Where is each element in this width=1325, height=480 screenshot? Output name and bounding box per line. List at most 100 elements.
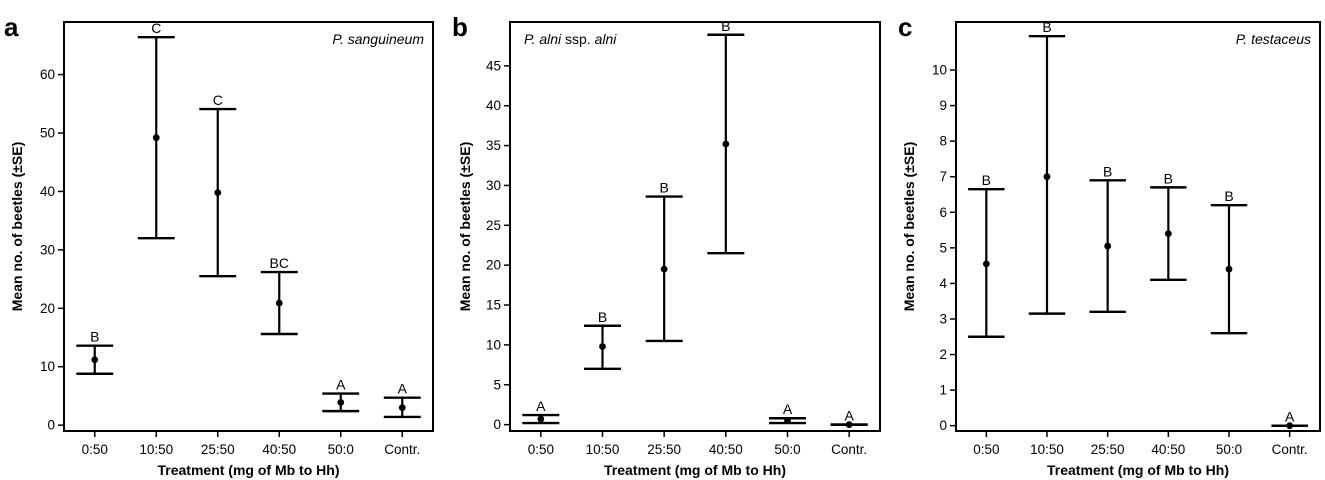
- x-tick-label: 0:50: [973, 442, 999, 457]
- significance-letter: A: [844, 408, 854, 424]
- mean-point: [398, 404, 406, 412]
- y-tick-label: 6: [939, 205, 947, 220]
- significance-letter: B: [1103, 163, 1112, 179]
- mean-point: [275, 299, 283, 307]
- panel-letter: c: [898, 12, 912, 42]
- significance-letter: B: [659, 180, 668, 196]
- y-tick-label: 35: [486, 138, 501, 153]
- x-tick-label: 40:50: [262, 442, 296, 457]
- y-tick-label: 10: [40, 359, 55, 374]
- y-axis-title: Mean no. of beetles (±SE): [457, 142, 473, 311]
- x-tick-label: 0:50: [82, 442, 108, 457]
- significance-letter: A: [536, 398, 546, 414]
- panel-letter: a: [4, 12, 19, 42]
- x-axis-title: Treatment (mg of Mb to Hh): [158, 462, 340, 478]
- mean-point: [537, 415, 545, 423]
- x-tick-label: 50:0: [328, 442, 354, 457]
- mean-point: [1286, 422, 1294, 430]
- y-tick-label: 0: [47, 418, 55, 433]
- plot-frame: [63, 21, 434, 432]
- y-tick-label: 4: [939, 276, 947, 291]
- panel-c: c P. testaceus 0 1 2 3 4 5 6 7 8 9 10 0:50 10:50 25:50 4…: [898, 12, 1321, 478]
- mean-point: [1043, 173, 1051, 181]
- mean-point: [1104, 242, 1112, 250]
- mean-point: [91, 356, 99, 364]
- x-axis-title: Treatment (mg of Mb to Hh): [604, 462, 786, 478]
- significance-letter: B: [721, 18, 730, 34]
- y-tick-label: 5: [939, 240, 947, 255]
- y-tick-label: 10: [932, 63, 947, 78]
- y-tick-label: 40: [486, 98, 501, 113]
- x-tick-label: 10:50: [1030, 442, 1064, 457]
- y-tick-label: 60: [40, 67, 55, 82]
- y-tick-label: 0: [493, 417, 501, 432]
- y-tick-label: 2: [939, 347, 947, 362]
- y-tick-label: 45: [486, 58, 501, 73]
- y-tick-label: 15: [486, 298, 501, 313]
- y-tick-label: 5: [493, 377, 501, 392]
- mean-point: [845, 421, 853, 429]
- significance-letter: B: [1224, 188, 1233, 204]
- significance-letter: A: [336, 377, 346, 393]
- mean-point: [214, 189, 222, 197]
- y-tick-label: 1: [939, 383, 947, 398]
- y-tick-label: 9: [939, 98, 947, 113]
- y-axis-title: Mean no. of beetles (±SE): [901, 142, 917, 311]
- significance-letter: C: [151, 20, 161, 36]
- x-tick-label: Contr.: [831, 442, 867, 457]
- y-tick-label: 30: [486, 178, 501, 193]
- species-label: P. alni ssp. alni: [524, 31, 617, 47]
- mean-point: [1164, 230, 1172, 238]
- significance-letter: B: [982, 172, 991, 188]
- x-tick-label: 50:0: [774, 442, 800, 457]
- x-tick-label: 40:50: [709, 442, 743, 457]
- y-tick-label: 20: [486, 258, 501, 273]
- significance-letter: BC: [270, 255, 289, 271]
- panel-b: b P. alni ssp. alni 0 5 10 15 20 25 30 35 40 45 0:50…: [452, 12, 881, 478]
- significance-letter: B: [598, 309, 607, 325]
- y-tick-label: 30: [40, 242, 55, 257]
- mean-point: [1225, 265, 1233, 273]
- significance-letter: B: [90, 329, 99, 345]
- mean-point: [599, 343, 606, 350]
- significance-letter: B: [1042, 19, 1051, 35]
- y-tick-label: 40: [40, 184, 55, 199]
- significance-letter: C: [213, 92, 223, 108]
- x-tick-label: 0:50: [528, 442, 554, 457]
- y-tick-label: 50: [40, 126, 55, 141]
- y-tick-label: 25: [486, 218, 501, 233]
- x-tick-label: 50:0: [1216, 442, 1242, 457]
- x-tick-label: Contr.: [1272, 442, 1308, 457]
- y-tick-label: 3: [939, 311, 947, 326]
- x-axis-title: Treatment (mg of Mb to Hh): [1047, 462, 1229, 478]
- plot-frame: [955, 21, 1321, 432]
- y-tick-label: 20: [40, 301, 55, 316]
- mean-point: [152, 134, 160, 142]
- panel-a: a P. sanguineum 0 10 20 30 40 50 60 0:50 10:50 25:5…: [4, 12, 434, 478]
- y-tick-label: 10: [486, 337, 501, 352]
- x-tick-label: Contr.: [384, 442, 420, 457]
- mean-point: [337, 398, 345, 406]
- y-tick-label: 7: [939, 169, 947, 184]
- y-tick-label: 0: [939, 418, 947, 433]
- x-tick-label: 10:50: [139, 442, 173, 457]
- significance-letter: B: [1164, 170, 1173, 186]
- x-tick-label: 40:50: [1151, 442, 1185, 457]
- x-tick-label: 25:50: [201, 442, 235, 457]
- x-tick-label: 25:50: [1091, 442, 1125, 457]
- panel-letter: b: [452, 12, 468, 42]
- significance-letter: A: [783, 401, 793, 417]
- x-tick-label: 10:50: [586, 442, 620, 457]
- mean-point: [982, 260, 990, 268]
- y-axis-title: Mean no. of beetles (±SE): [9, 142, 25, 311]
- x-tick-label: 25:50: [647, 442, 681, 457]
- mean-point: [660, 265, 668, 273]
- mean-point: [784, 417, 791, 425]
- species-label: P. sanguineum: [332, 31, 424, 47]
- significance-letter: A: [398, 381, 408, 397]
- species-label: P. testaceus: [1236, 31, 1311, 47]
- significance-letter: A: [1285, 409, 1295, 425]
- mean-point: [722, 140, 730, 148]
- y-tick-label: 8: [939, 134, 947, 149]
